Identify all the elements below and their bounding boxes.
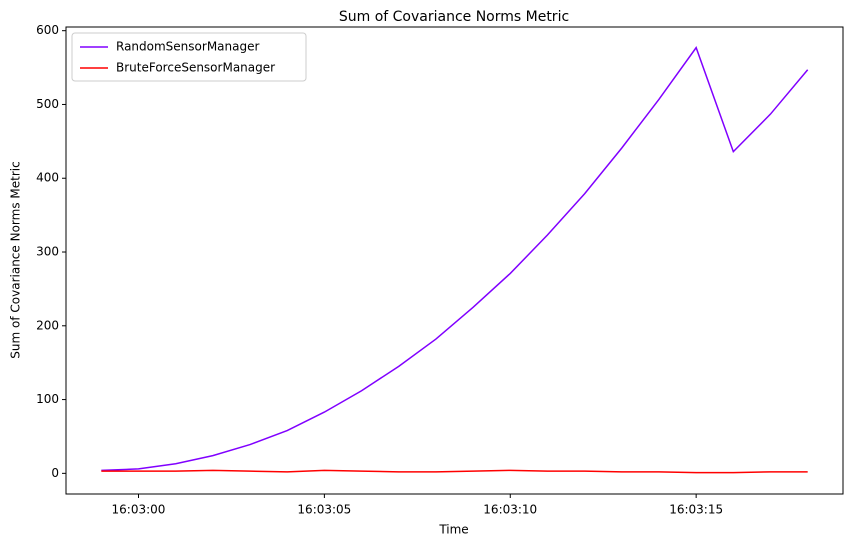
legend-box bbox=[71, 32, 307, 82]
series-line bbox=[101, 469, 808, 474]
x-axis-label: Time bbox=[438, 523, 468, 537]
y-tick-label: 600 bbox=[36, 23, 59, 37]
y-tick-label: 100 bbox=[36, 392, 59, 406]
series-line bbox=[101, 46, 809, 472]
x-tick-label: 16:03:15 bbox=[669, 503, 723, 517]
x-tick-label: 16:03:10 bbox=[483, 503, 537, 517]
x-tick-label: 16:03:00 bbox=[112, 503, 166, 517]
y-axis-label: Sum of Covariance Norms Metric bbox=[9, 161, 23, 358]
y-tick-label: 400 bbox=[36, 171, 59, 185]
legend-label: RandomSensorManager bbox=[116, 40, 259, 54]
x-tick-label: 16:03:05 bbox=[297, 503, 351, 517]
y-tick-label: 0 bbox=[51, 466, 59, 480]
legend-label: BruteForceSensorManager bbox=[116, 61, 275, 75]
y-tick-label: 300 bbox=[36, 245, 59, 259]
y-tick-label: 200 bbox=[36, 318, 59, 332]
plot-area bbox=[65, 26, 844, 495]
y-tick-label: 500 bbox=[36, 97, 59, 111]
chart-title: Sum of Covariance Norms Metric bbox=[339, 9, 569, 25]
